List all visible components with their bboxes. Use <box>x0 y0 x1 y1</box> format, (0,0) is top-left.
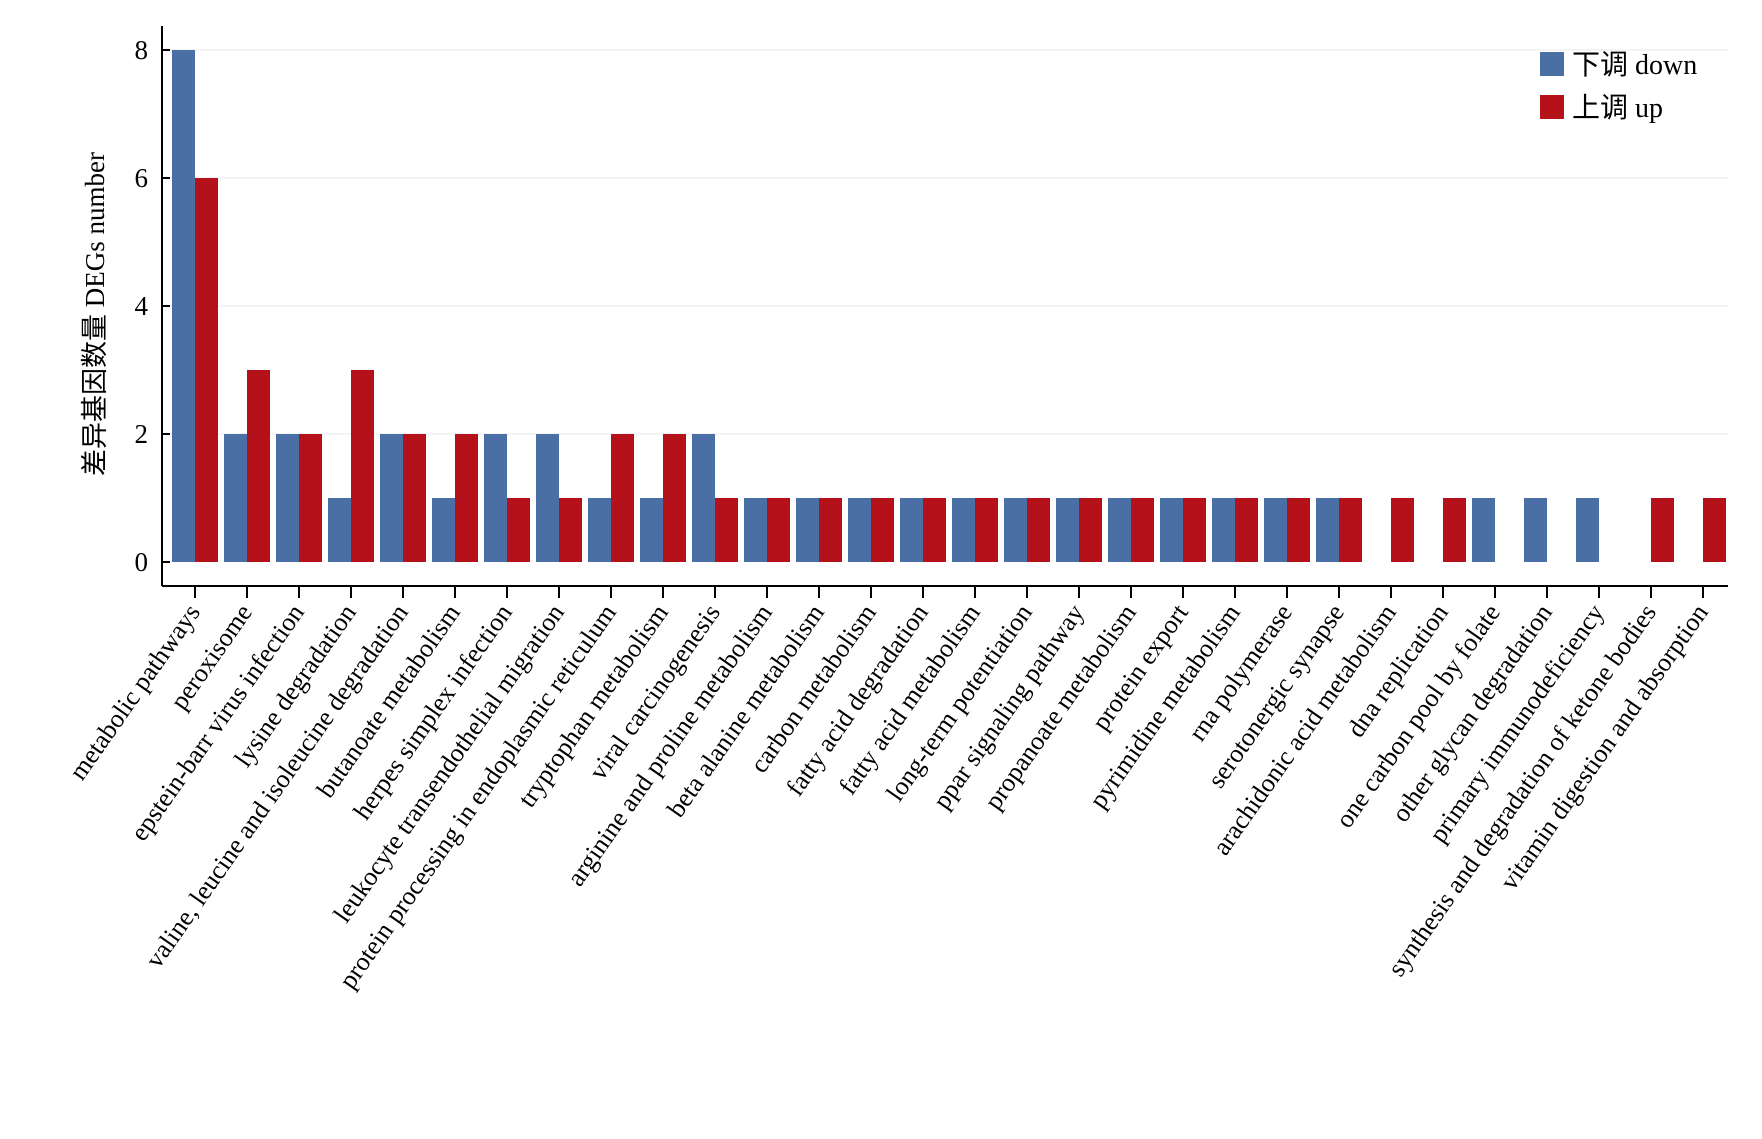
bar-up <box>299 434 322 562</box>
bar-up <box>1183 498 1206 562</box>
y-tick-label: 4 <box>135 291 149 321</box>
bar-up <box>351 370 374 562</box>
bar-down <box>588 498 611 562</box>
bar-up <box>247 370 270 562</box>
bar-up <box>923 498 946 562</box>
bar-down <box>1160 498 1183 562</box>
bar-up <box>1027 498 1050 562</box>
legend-swatch-down <box>1540 52 1564 76</box>
bar-down <box>1576 498 1599 562</box>
bar-down <box>1316 498 1339 562</box>
legend-label-up: 上调 up <box>1572 93 1663 124</box>
bar-up <box>871 498 894 562</box>
bar-down <box>1056 498 1079 562</box>
x-ticks: metabolic pathwaysperoxisomeepstein-barr… <box>63 586 1714 994</box>
bar-up <box>1443 498 1466 562</box>
bar-up <box>1235 498 1258 562</box>
legend: 下调 down 上调 up <box>1540 50 1697 124</box>
bar-down <box>1004 498 1027 562</box>
bar-down <box>744 498 767 562</box>
bar-down <box>1108 498 1131 562</box>
bar-down <box>900 498 923 562</box>
bar-down <box>796 498 819 562</box>
y-tick-label: 2 <box>135 419 149 449</box>
bar-up <box>1703 498 1726 562</box>
bar-up <box>403 434 426 562</box>
y-tick-label: 6 <box>135 163 149 193</box>
bar-up <box>507 498 530 562</box>
legend-label-down: 下调 down <box>1572 50 1697 81</box>
y-tick-label: 0 <box>135 547 149 577</box>
bar-down <box>1212 498 1235 562</box>
y-ticks: 0 2 4 6 8 <box>135 35 170 577</box>
bar-up <box>1391 498 1414 562</box>
bar-down <box>484 434 507 562</box>
bar-down <box>1472 498 1495 562</box>
bar-up <box>1131 498 1154 562</box>
bar-up <box>455 434 478 562</box>
bar-up <box>195 178 218 562</box>
bar-down <box>692 434 715 562</box>
bar-down <box>172 50 195 562</box>
bar-down <box>380 434 403 562</box>
bar-down <box>328 498 351 562</box>
bar-up <box>1651 498 1674 562</box>
y-axis-label: 差异基因数量 DEGs number <box>80 152 110 476</box>
bar-down <box>224 434 247 562</box>
bar-up <box>663 434 686 562</box>
bar-up <box>715 498 738 562</box>
bars <box>172 50 1726 562</box>
bar-down <box>1264 498 1287 562</box>
bar-up <box>1339 498 1362 562</box>
bar-down <box>1524 498 1547 562</box>
bar-up <box>1079 498 1102 562</box>
bar-up <box>1287 498 1310 562</box>
bar-down <box>536 434 559 562</box>
legend-swatch-up <box>1540 95 1564 119</box>
bar-up <box>767 498 790 562</box>
bar-up <box>559 498 582 562</box>
bar-down <box>640 498 663 562</box>
y-tick-label: 8 <box>135 35 149 65</box>
gridlines <box>162 49 1728 435</box>
bar-down <box>276 434 299 562</box>
bar-down <box>952 498 975 562</box>
bar-down <box>848 498 871 562</box>
bar-up <box>975 498 998 562</box>
bar-down <box>432 498 455 562</box>
bar-up <box>819 498 842 562</box>
bar-up <box>611 434 634 562</box>
